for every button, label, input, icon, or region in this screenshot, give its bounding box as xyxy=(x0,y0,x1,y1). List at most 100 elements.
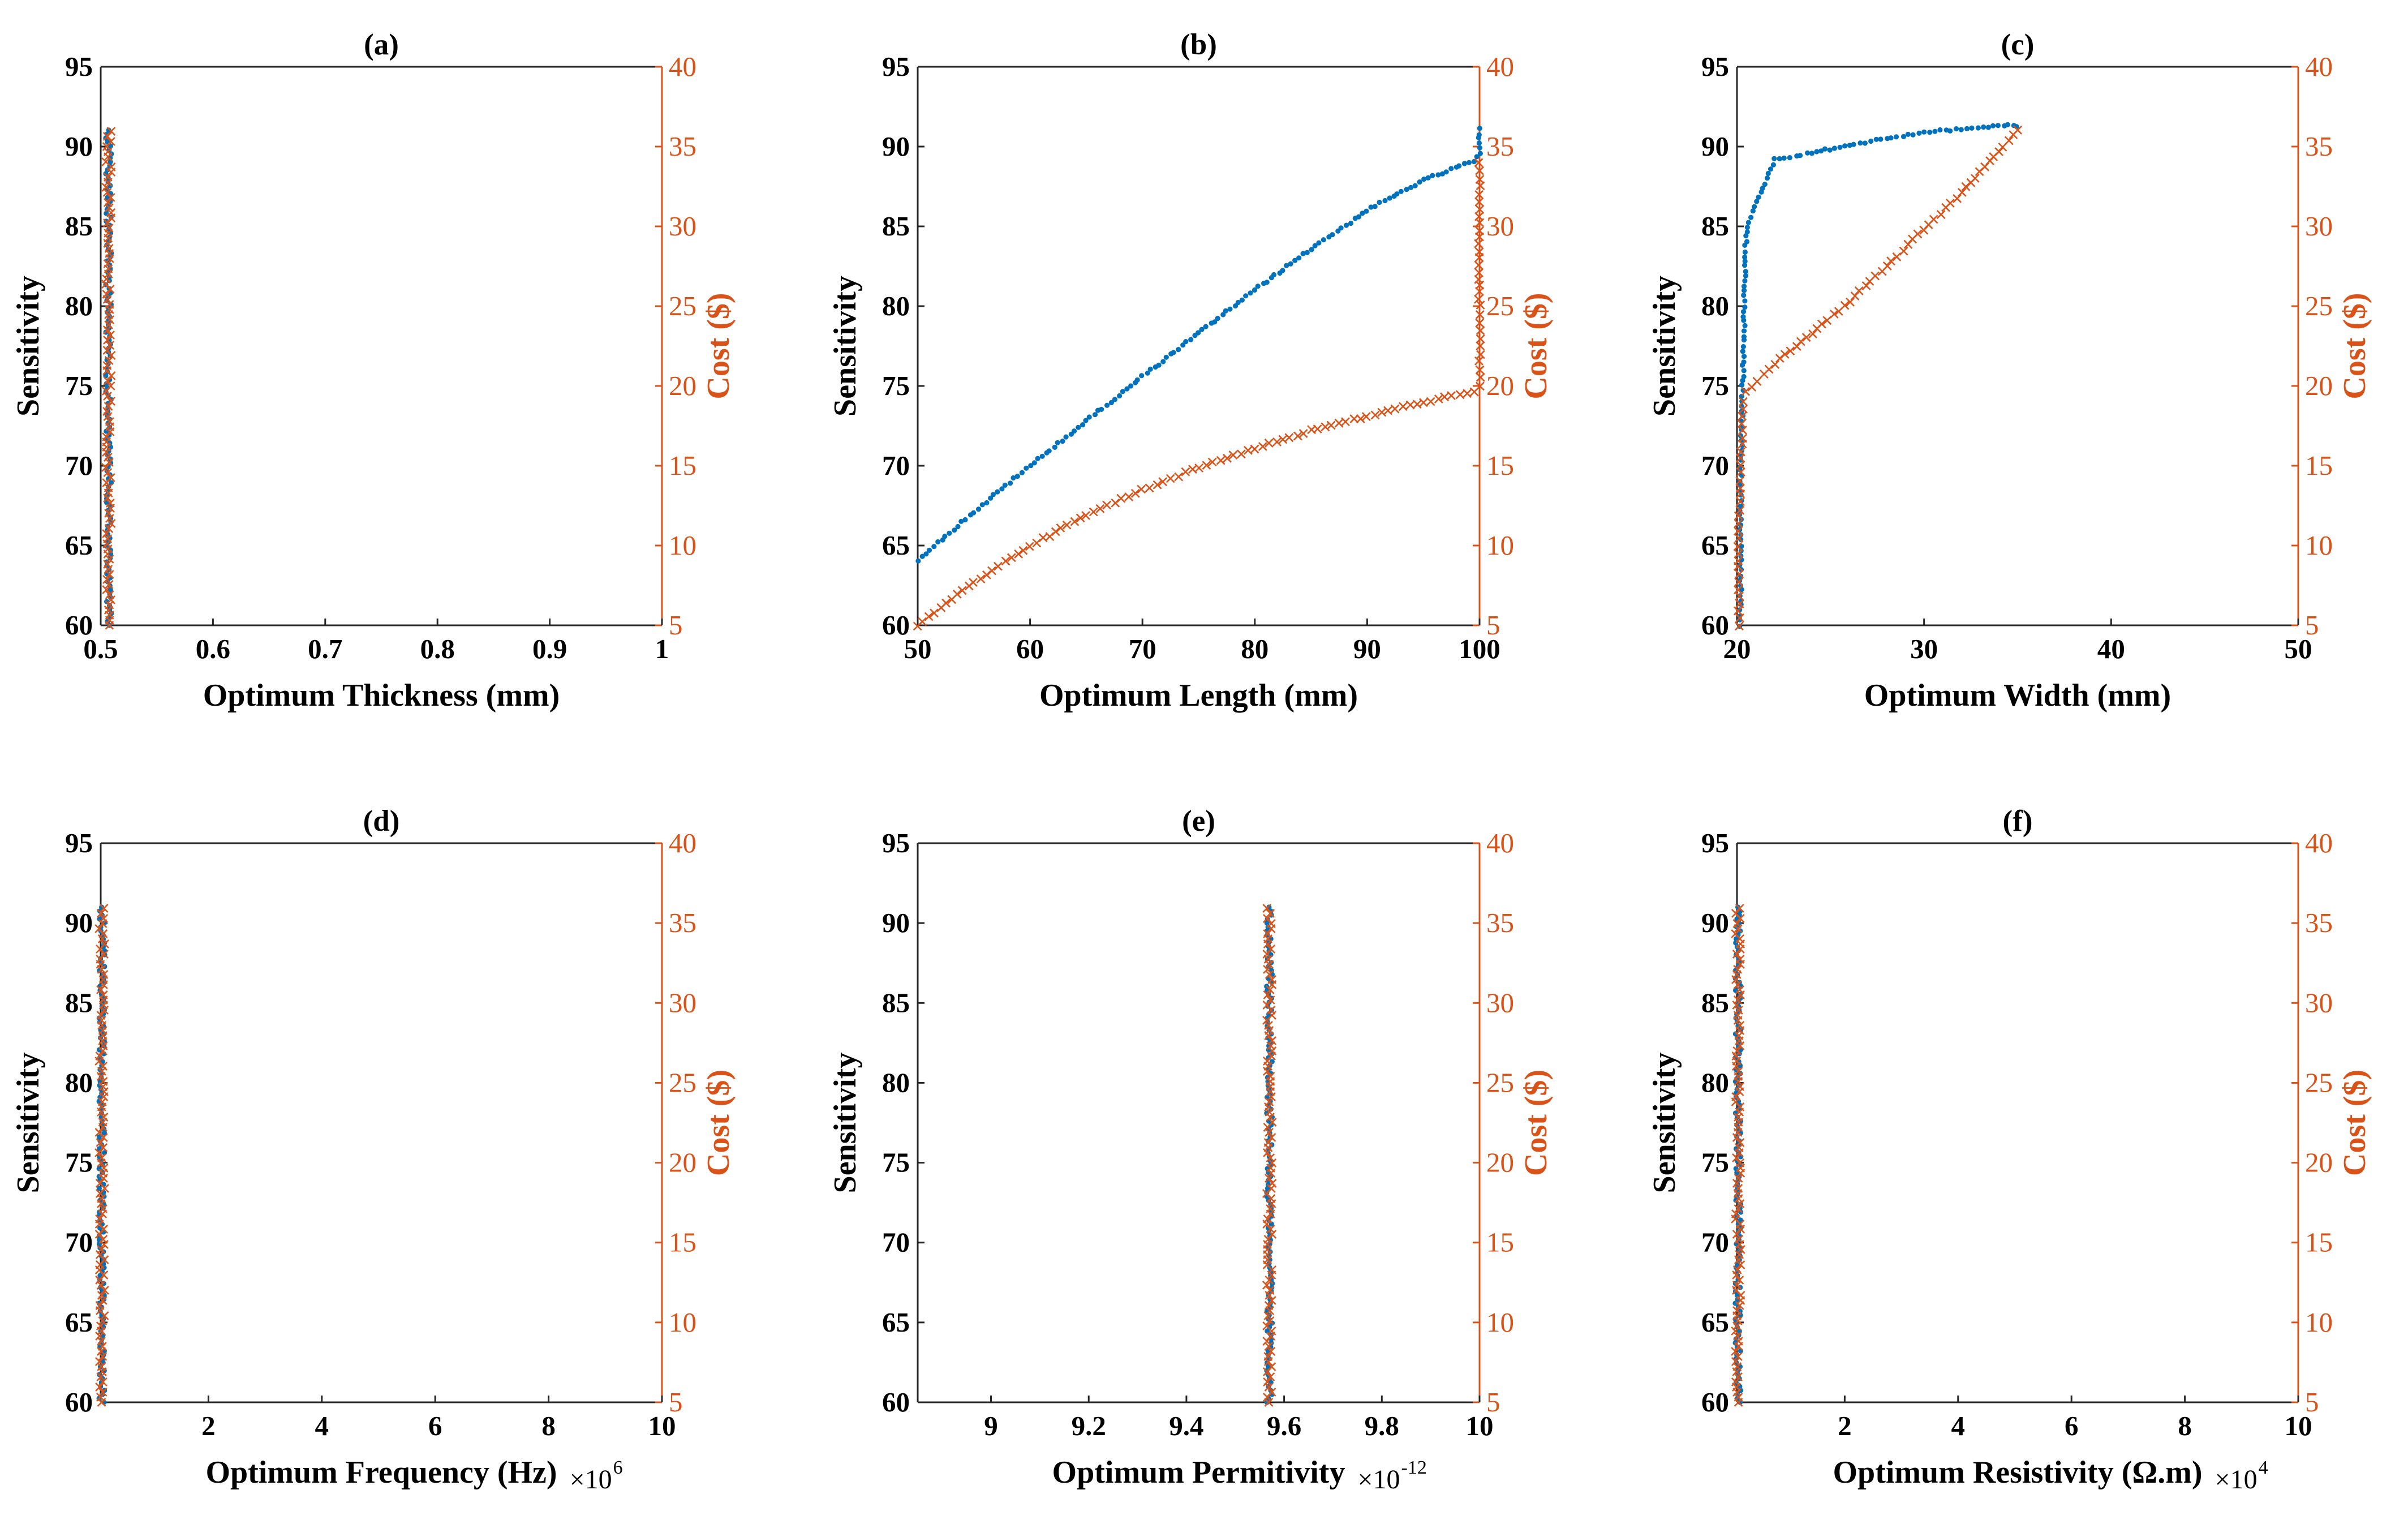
cost-point xyxy=(104,483,113,492)
cost-point xyxy=(1734,577,1744,587)
y2-tick-label: 5 xyxy=(669,1386,683,1418)
cost-point xyxy=(1266,1372,1275,1381)
x-axis-label: Optimum Length (mm) xyxy=(1039,678,1358,713)
y-tick-label: 60 xyxy=(1701,1386,1729,1418)
cost-point xyxy=(1899,246,1908,256)
y2-tick-label: 30 xyxy=(2305,211,2333,242)
cost-point xyxy=(103,453,113,462)
cost-point xyxy=(1262,904,1272,913)
sensitivity-point xyxy=(1771,156,1777,161)
sensitivity-point xyxy=(1235,299,1241,306)
x-axis-label: Optimum Frequency (Hz) xyxy=(205,1455,557,1490)
cost-point xyxy=(1025,542,1034,551)
y2-tick-label: 10 xyxy=(1486,1307,1514,1338)
y2-axis-label: Cost ($) xyxy=(2337,293,2372,399)
sensitivity-point xyxy=(975,506,982,512)
x-axis-multiplier-exponent: -12 xyxy=(1401,1457,1427,1478)
series-sensitivity xyxy=(915,126,1483,564)
y-tick-label: 70 xyxy=(65,1227,93,1258)
cost-point xyxy=(1263,1352,1273,1361)
cost-point xyxy=(1263,955,1273,964)
y-tick-label: 85 xyxy=(1701,987,1729,1018)
cost-point xyxy=(1731,909,1740,918)
sensitivity-point xyxy=(1171,350,1176,355)
sensitivity-point xyxy=(1741,293,1747,298)
sensitivity-point xyxy=(1203,324,1209,329)
chart-title: (b) xyxy=(1180,28,1217,61)
cost-point xyxy=(1734,1204,1743,1213)
cost-point xyxy=(1892,252,1902,261)
sensitivity-point xyxy=(1368,204,1374,210)
cost-point xyxy=(106,397,116,406)
y2-tick-label: 10 xyxy=(1486,530,1514,561)
sensitivity-point xyxy=(1762,182,1768,187)
cost-point xyxy=(1736,447,1745,457)
y-tick-label: 80 xyxy=(65,1067,93,1098)
cost-point xyxy=(1390,404,1400,414)
sensitivity-point xyxy=(1754,199,1760,204)
y2-tick-label: 40 xyxy=(669,51,696,82)
y2-tick-label: 10 xyxy=(2305,1307,2333,1338)
sensitivity-point xyxy=(1743,269,1748,274)
cost-point xyxy=(1014,549,1024,559)
sensitivity-point xyxy=(1741,328,1747,334)
sensitivity-point xyxy=(1394,191,1400,197)
y-tick-label: 70 xyxy=(1701,1227,1729,1258)
y-tick-label: 60 xyxy=(1701,609,1729,641)
y2-tick-label: 25 xyxy=(2305,1067,2333,1098)
cost-point xyxy=(104,580,114,589)
cost-point xyxy=(101,463,110,472)
cost-point xyxy=(1258,442,1267,451)
y2-tick-label: 10 xyxy=(669,1307,696,1338)
cost-point xyxy=(101,157,111,166)
cost-point xyxy=(1735,1021,1745,1030)
cost-point xyxy=(976,574,986,583)
cost-point xyxy=(1267,1230,1277,1239)
y2-tick-label: 40 xyxy=(669,827,696,858)
sensitivity-point xyxy=(1404,187,1409,192)
cost-point xyxy=(1334,418,1344,428)
sensitivity-point xyxy=(1156,362,1162,368)
cost-point xyxy=(1735,1276,1744,1285)
cost-point xyxy=(2013,125,2023,135)
sensitivity-point xyxy=(1117,393,1123,399)
cost-point xyxy=(1734,1006,1743,1015)
sensitivity-point xyxy=(1248,290,1253,296)
sensitivity-point xyxy=(1985,124,1991,130)
sensitivity-point xyxy=(1862,140,1868,146)
sensitivity-point xyxy=(1744,229,1750,235)
sensitivity-point xyxy=(1873,136,1879,142)
y-tick-label: 90 xyxy=(882,131,910,162)
sensitivity-point xyxy=(1827,147,1833,153)
cost-point xyxy=(1181,467,1190,476)
cost-point xyxy=(102,407,112,416)
y2-tick-label: 15 xyxy=(1486,450,1514,481)
cost-point xyxy=(1732,1230,1742,1239)
cost-point xyxy=(99,914,109,923)
x-axis-label: Optimum Width (mm) xyxy=(1864,678,2171,713)
sensitivity-point xyxy=(1742,304,1748,310)
sensitivity-point xyxy=(1220,312,1226,317)
sensitivity-point xyxy=(1377,199,1382,205)
sensitivity-point xyxy=(935,539,941,545)
y-tick-label: 90 xyxy=(882,907,910,938)
sensitivity-point xyxy=(1055,440,1060,445)
y2-tick-label: 20 xyxy=(669,1147,696,1178)
x-tick-label: 0.6 xyxy=(196,633,230,664)
cost-point xyxy=(1735,476,1745,486)
cost-point xyxy=(1262,1321,1272,1330)
sensitivity-point xyxy=(1083,418,1089,423)
x-tick-label: 90 xyxy=(1353,633,1381,664)
y2-tick-label: 10 xyxy=(2305,530,2333,561)
cost-point xyxy=(104,244,114,253)
sensitivity-point xyxy=(1740,344,1746,350)
y-axis-label: Sensitivity xyxy=(11,276,46,417)
cost-point xyxy=(1735,505,1745,515)
sensitivity-point xyxy=(1742,263,1748,268)
x-axis-label: Optimum Thickness (mm) xyxy=(203,678,560,713)
cost-point xyxy=(103,376,113,385)
cost-point xyxy=(96,1281,106,1290)
cost-point xyxy=(1262,950,1272,959)
